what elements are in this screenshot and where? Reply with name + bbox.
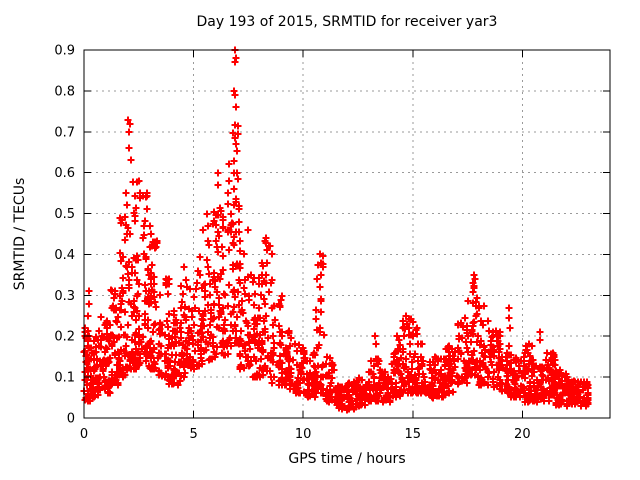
y-tick-label: 0.1: [54, 371, 75, 386]
x-tick-label: 20: [514, 427, 531, 442]
y-tick-label: 0: [67, 412, 75, 427]
y-tick-label: 0.4: [54, 248, 75, 263]
axis-ticks: [83, 49, 610, 419]
y-tick-label: 0.2: [54, 330, 75, 345]
y-tick-label: 0.5: [54, 207, 75, 222]
x-tick-label: 15: [404, 427, 421, 442]
x-tick-label: 10: [295, 427, 312, 442]
y-tick-label: 0.3: [54, 289, 75, 304]
y-tick-label: 0.8: [54, 84, 75, 99]
chart-title: Day 193 of 2015, SRMTID for receiver yar…: [196, 14, 498, 30]
scatter-points: [80, 46, 592, 414]
x-axis-label: GPS time / hours: [288, 451, 406, 467]
y-tick-label: 0.7: [54, 125, 75, 140]
y-tick-label: 0.9: [54, 44, 75, 59]
plot-border: [83, 49, 611, 419]
x-tick-label: 0: [80, 427, 88, 442]
y-tick-label: 0.6: [54, 166, 75, 181]
x-tick-label: 5: [189, 427, 197, 442]
